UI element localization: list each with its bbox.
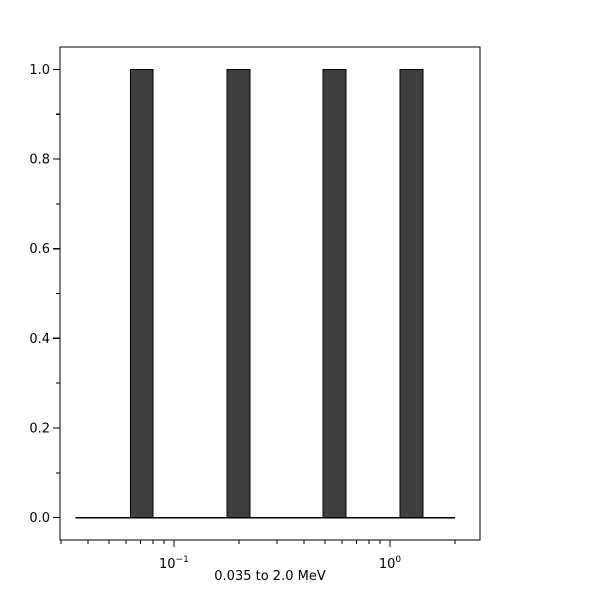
plot-area: 10−1 100 0.0 0.2 0.4 0.6 0.8 1.0	[29, 46, 481, 572]
y-tick-label: 0.8	[29, 153, 50, 168]
x-tick-label: 10−1	[159, 555, 189, 572]
histogram-bar	[399, 68, 424, 519]
y-tick-label: 0.4	[29, 332, 50, 347]
x-tick-label: 100	[379, 555, 402, 572]
y-tick-label: 1.0	[29, 63, 50, 78]
y-tick-label: 0.2	[29, 422, 50, 437]
histogram-bar	[226, 68, 251, 519]
y-tick-label: 0.0	[29, 511, 50, 526]
histogram-bar	[130, 68, 154, 519]
histogram-bar	[322, 68, 347, 519]
x-axis-label: 0.035 to 2.0 MeV	[214, 569, 326, 584]
y-tick-label: 0.6	[29, 242, 50, 257]
